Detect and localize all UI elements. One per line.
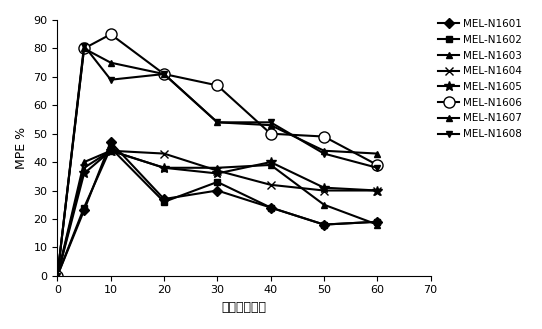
MEL-N1603 — [267, 163, 274, 167]
MEL-N1605 — [214, 171, 221, 175]
MEL-N1604 — [321, 189, 327, 192]
MEL-N1607 — [107, 61, 114, 65]
Legend: MEL-N1601, MEL-N1602, MEL-N1603, MEL-N1604, MEL-N1605, MEL-N1606, MEL-N1607, MEL: MEL-N1601, MEL-N1602, MEL-N1603, MEL-N16… — [434, 15, 526, 143]
MEL-N1602 — [54, 274, 61, 278]
MEL-N1605 — [54, 274, 61, 278]
MEL-N1604 — [107, 149, 114, 153]
MEL-N1607 — [214, 120, 221, 124]
MEL-N1601 — [214, 189, 221, 192]
MEL-N1604 — [374, 189, 380, 192]
MEL-N1601 — [374, 220, 380, 224]
MEL-N1608 — [54, 274, 61, 278]
MEL-N1603 — [54, 274, 61, 278]
MEL-N1606 — [267, 132, 274, 136]
MEL-N1603 — [161, 166, 167, 170]
MEL-N1605 — [321, 186, 327, 190]
MEL-N1601 — [161, 197, 167, 201]
MEL-N1603 — [374, 223, 380, 227]
MEL-N1602 — [81, 206, 87, 210]
MEL-N1605 — [81, 171, 87, 175]
MEL-N1607 — [321, 149, 327, 153]
MEL-N1608 — [107, 78, 114, 82]
MEL-N1605 — [161, 166, 167, 170]
Y-axis label: MPE %: MPE % — [15, 127, 28, 169]
MEL-N1604 — [214, 169, 221, 173]
MEL-N1608 — [374, 166, 380, 170]
MEL-N1603 — [321, 203, 327, 207]
Line: MEL-N1607: MEL-N1607 — [54, 45, 380, 279]
MEL-N1606 — [321, 135, 327, 139]
MEL-N1607 — [267, 123, 274, 127]
MEL-N1606 — [81, 46, 87, 50]
Line: MEL-N1608: MEL-N1608 — [54, 42, 380, 279]
MEL-N1608 — [214, 120, 221, 124]
MEL-N1603 — [107, 149, 114, 153]
MEL-N1602 — [374, 220, 380, 224]
MEL-N1601 — [107, 140, 114, 144]
X-axis label: 时间（分钟）: 时间（分钟） — [222, 301, 267, 314]
Line: MEL-N1601: MEL-N1601 — [54, 139, 380, 279]
MEL-N1608 — [81, 44, 87, 48]
MEL-N1603 — [214, 166, 221, 170]
MEL-N1602 — [161, 200, 167, 204]
MEL-N1606 — [107, 32, 114, 36]
MEL-N1605 — [374, 189, 380, 192]
MEL-N1606 — [374, 163, 380, 167]
MEL-N1603 — [81, 160, 87, 164]
MEL-N1608 — [321, 152, 327, 156]
Line: MEL-N1605: MEL-N1605 — [53, 146, 382, 281]
MEL-N1605 — [107, 149, 114, 153]
MEL-N1604 — [81, 166, 87, 170]
MEL-N1602 — [267, 206, 274, 210]
Line: MEL-N1603: MEL-N1603 — [54, 147, 380, 279]
MEL-N1604 — [54, 274, 61, 278]
MEL-N1606 — [214, 84, 221, 88]
MEL-N1607 — [161, 72, 167, 76]
MEL-N1602 — [214, 180, 221, 184]
MEL-N1601 — [321, 223, 327, 227]
MEL-N1605 — [267, 160, 274, 164]
MEL-N1602 — [321, 223, 327, 227]
MEL-N1608 — [267, 120, 274, 124]
MEL-N1607 — [374, 152, 380, 156]
MEL-N1602 — [107, 146, 114, 150]
MEL-N1601 — [81, 208, 87, 212]
MEL-N1606 — [54, 274, 61, 278]
MEL-N1608 — [161, 72, 167, 76]
MEL-N1607 — [54, 274, 61, 278]
MEL-N1601 — [54, 274, 61, 278]
MEL-N1606 — [161, 72, 167, 76]
MEL-N1604 — [161, 152, 167, 156]
MEL-N1601 — [267, 206, 274, 210]
Line: MEL-N1606: MEL-N1606 — [52, 29, 383, 281]
MEL-N1604 — [267, 183, 274, 187]
Line: MEL-N1602: MEL-N1602 — [54, 144, 380, 279]
MEL-N1607 — [81, 46, 87, 50]
Line: MEL-N1604: MEL-N1604 — [53, 146, 382, 280]
